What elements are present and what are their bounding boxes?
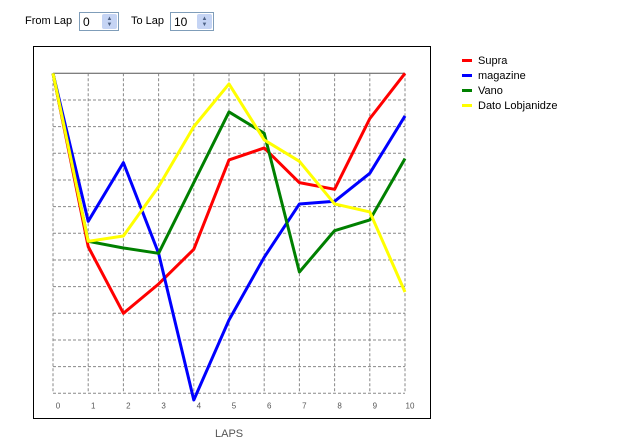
legend-item: magazine [462,68,558,83]
spin-arrows-icon[interactable]: ▲ ▼ [102,14,117,29]
x-tick-label: 10 [406,401,415,410]
series-line-magazine [51,72,407,402]
legend-item: Vano [462,83,558,98]
x-tick-label: 4 [197,401,202,410]
to-lap-label: To Lap [131,15,165,27]
chart-frame [33,46,431,419]
x-tick-label: 8 [337,401,342,410]
legend-label: Vano [478,84,503,97]
legend-item: Supra [462,53,558,68]
x-tick-label: 0 [56,401,61,410]
x-tick-label: 5 [232,401,237,410]
x-tick-label: 1 [91,401,96,410]
legend-label: Supra [478,54,508,67]
to-lap-spinner[interactable]: 10 ▲ ▼ [170,12,214,31]
legend-swatch [462,89,472,92]
series-line-dato-lobjanidze [51,72,407,293]
x-tick-label: 7 [302,401,307,410]
legend-label: Dato Lobjanidze [478,99,558,112]
legend: Supra magazine Vano Dato Lobjanidze [462,53,558,113]
to-lap-value[interactable]: 10 [174,15,188,29]
x-tick-label: 2 [126,401,131,410]
x-axis-label: LAPS [215,428,244,440]
legend-label: magazine [478,69,526,82]
from-lap-spinner[interactable]: 0 ▲ ▼ [79,12,119,31]
series-line-supra [51,72,407,315]
legend-item: Dato Lobjanidze [462,98,558,113]
x-tick-label: 9 [373,401,378,410]
series-line-vano [51,72,407,274]
legend-swatch [462,59,472,62]
from-lap-value[interactable]: 0 [83,15,90,29]
x-tick-label: 3 [161,401,166,410]
legend-swatch [462,74,472,77]
legend-swatch [462,104,472,107]
from-lap-label: From Lap [25,15,73,27]
x-tick-label: 6 [267,401,272,410]
spin-arrows-icon[interactable]: ▲ ▼ [197,14,212,29]
